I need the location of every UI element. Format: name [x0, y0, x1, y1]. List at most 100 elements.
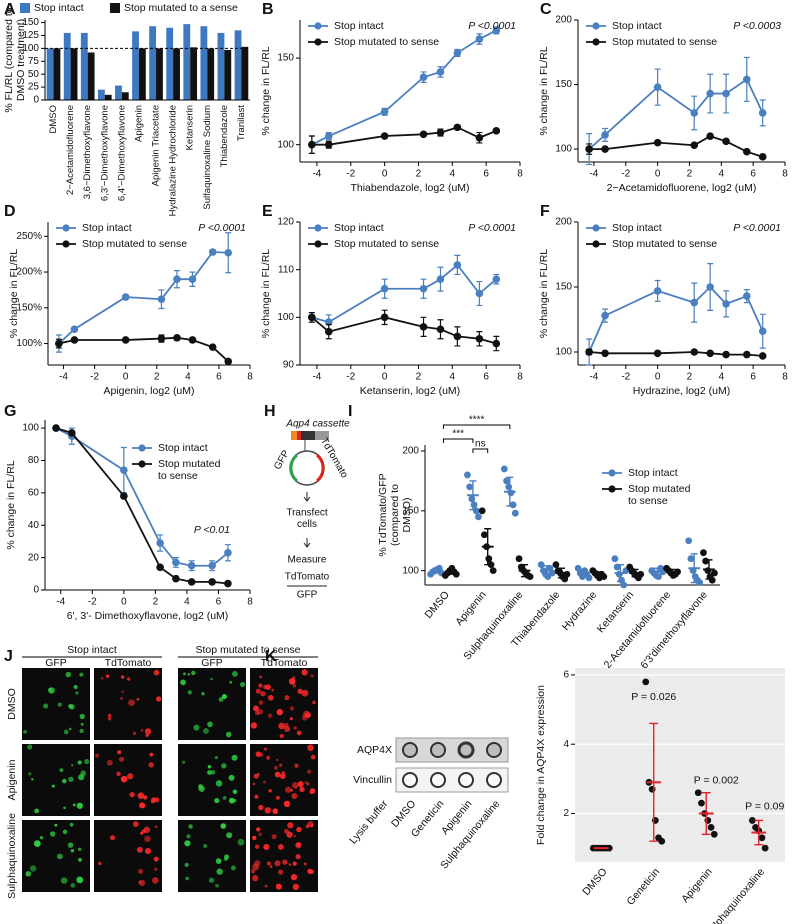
y-tick-label: 200%	[16, 267, 42, 278]
cell	[73, 684, 78, 689]
x-axis-label: 6', 3'- Dimethoxyflavone, log2 (uM)	[67, 610, 229, 622]
cell	[117, 750, 122, 755]
cassette-label: Aqp4 cassette	[285, 419, 350, 430]
cell	[266, 861, 271, 866]
cell	[67, 842, 74, 848]
cell	[218, 697, 224, 702]
cell	[263, 843, 270, 851]
cell	[309, 788, 316, 794]
cell	[221, 763, 227, 769]
panel-label: J	[4, 648, 13, 665]
cell	[193, 724, 200, 731]
data-point	[492, 127, 501, 135]
data-point	[706, 89, 714, 98]
data-point	[601, 349, 609, 358]
cell	[210, 677, 214, 681]
cell	[188, 824, 193, 829]
cell	[126, 677, 131, 681]
data-point	[704, 567, 712, 575]
x-tick-label: 3,6−Dimethoxyflavone	[82, 105, 93, 199]
bar	[173, 48, 180, 100]
x-tick-label: DMSO	[580, 866, 609, 898]
data-point	[585, 574, 593, 582]
cell	[65, 671, 71, 678]
data-point	[503, 477, 510, 485]
cell	[139, 802, 146, 809]
x-tick-label: 2	[154, 372, 160, 383]
cell	[210, 770, 216, 775]
cell	[215, 780, 223, 787]
micrograph	[94, 820, 162, 892]
cell	[70, 763, 74, 767]
legend-label: Stop mutated to sense	[334, 238, 439, 250]
cell	[28, 772, 32, 776]
y-tick-label: 120	[277, 217, 294, 228]
cell	[263, 780, 266, 784]
cell	[250, 869, 256, 874]
bar	[104, 94, 112, 100]
legend-label: Stop mutated to sense	[612, 238, 717, 250]
data-point	[700, 549, 707, 557]
data-point	[698, 799, 705, 807]
data-point	[156, 539, 164, 547]
cell	[79, 728, 84, 733]
diagram-h: H Aqp4 cassette GFP TdTomato Transfect ce…	[264, 403, 350, 600]
data-point	[157, 334, 166, 343]
significance-bracket	[442, 438, 474, 443]
series-line	[58, 251, 229, 345]
cell	[25, 871, 31, 877]
cell	[292, 883, 300, 891]
bar	[121, 92, 129, 100]
cell	[207, 721, 213, 728]
data-point	[475, 35, 484, 43]
cell	[287, 822, 294, 829]
y-tick-label: 4	[563, 739, 569, 750]
cell	[50, 831, 56, 837]
cell	[105, 674, 110, 678]
data-point	[690, 348, 699, 356]
cell	[60, 877, 68, 884]
data-point	[492, 275, 501, 284]
data-point	[70, 325, 79, 334]
data-point	[120, 466, 128, 474]
y-tick-label: 100	[22, 423, 39, 434]
cell	[109, 835, 116, 841]
data-point	[478, 507, 486, 515]
channel-label: GFP	[45, 657, 67, 669]
x-axis-label: 2−Acetamidofluorene, log2 (uM)	[607, 182, 757, 194]
cell	[221, 694, 227, 700]
x-tick-label: -4	[56, 597, 65, 608]
x-tick-label: Apigenin	[453, 589, 489, 628]
x-axis-label: Thiabendazole, log2 (uM)	[350, 182, 469, 194]
cell	[98, 861, 102, 866]
cell	[229, 680, 233, 684]
blot-spot	[402, 742, 418, 758]
blot-spot	[458, 772, 474, 788]
p-value: P <0.0001	[198, 222, 246, 234]
cell	[79, 713, 85, 720]
cell	[274, 860, 281, 867]
legend-label: Stop intact	[334, 20, 384, 32]
legend-marker	[314, 38, 322, 46]
y-tick-label: 100	[555, 347, 572, 358]
bar	[97, 89, 105, 100]
panel-label: C	[540, 1, 552, 18]
panel-label: D	[4, 203, 16, 220]
series-line	[588, 78, 764, 150]
cell	[68, 776, 74, 783]
bar	[190, 47, 198, 100]
data-point	[55, 339, 63, 348]
cell	[180, 679, 186, 686]
data-point	[453, 332, 462, 341]
data-point	[505, 483, 513, 491]
cell	[220, 823, 227, 829]
blot-spot	[486, 772, 502, 788]
data-point	[492, 26, 501, 35]
data-point	[475, 133, 484, 142]
x-tick-label: Geneticin	[624, 866, 662, 908]
cell	[150, 799, 155, 804]
bar	[63, 32, 71, 100]
cell	[278, 722, 286, 730]
cell	[231, 754, 238, 761]
channel-label: GFP	[201, 657, 223, 669]
